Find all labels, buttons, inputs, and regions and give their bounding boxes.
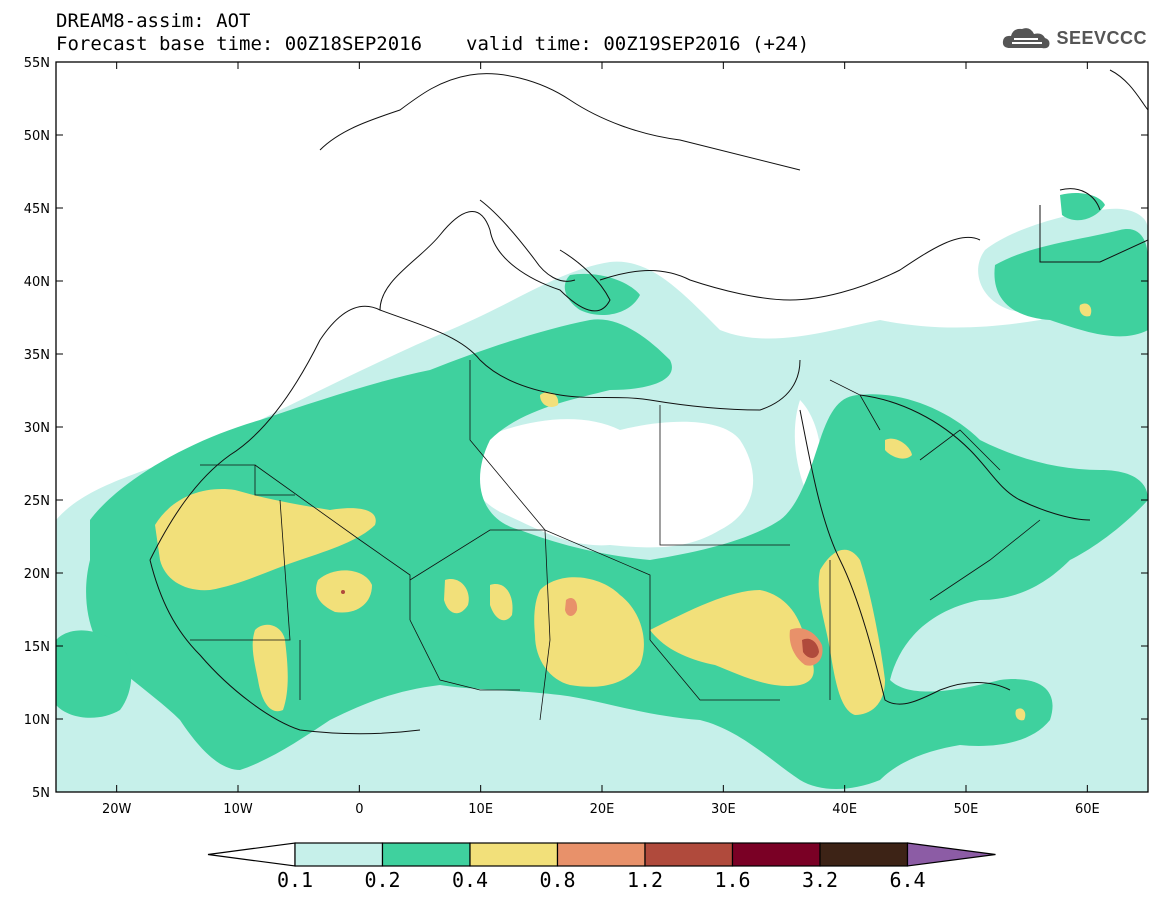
colorbar-level-label: 0.8 <box>539 868 575 892</box>
longitude-axis: 20W 10W 0 10E 20E 30E 40E 50E 60E <box>102 62 1100 817</box>
colorbar-segment <box>469 842 559 867</box>
lat-tick-label: 15N <box>24 640 50 655</box>
cloud-icon <box>1003 28 1050 49</box>
colorbar-level-label: 6.4 <box>889 868 925 892</box>
lat-tick-label: 5N <box>32 786 50 801</box>
colorbar-high-arrow <box>906 842 996 867</box>
lon-tick-label: 40E <box>832 802 857 817</box>
aot-colorbar: 0.1 0.2 0.4 0.8 1.2 1.6 3.2 6.4 <box>207 842 996 892</box>
colorbar-segment <box>294 842 384 867</box>
colorbar-segment <box>731 842 821 867</box>
lat-tick-label: 25N <box>24 494 50 509</box>
logo-text: SEEVCCC <box>1056 27 1147 48</box>
aot-band-1-2 <box>802 638 819 658</box>
lat-tick-label: 30N <box>24 421 50 436</box>
colorbar-segment <box>556 842 646 867</box>
lat-tick-label: 50N <box>24 129 50 144</box>
lat-tick-label: 20N <box>24 567 50 582</box>
colorbar-segment <box>819 842 909 867</box>
colorbar-level-label: 0.2 <box>364 868 400 892</box>
colorbar-level-label: 1.6 <box>714 868 750 892</box>
lon-tick-label: 0 <box>355 802 363 817</box>
seevccc-logo: SEEVCCC <box>1000 24 1147 52</box>
map-title: DREAM8-assim: AOT <box>56 10 251 32</box>
colorbar-level-label: 1.2 <box>627 868 663 892</box>
lon-tick-label: 20E <box>590 802 615 817</box>
lat-tick-label: 35N <box>24 348 50 363</box>
country-borders <box>190 360 1041 721</box>
lat-tick-label: 10N <box>24 713 50 728</box>
colorbar-segment <box>644 842 734 867</box>
valid-time: valid time: 00Z19SEP2016 (+24) <box>466 33 810 55</box>
lat-tick-label: 45N <box>24 202 50 217</box>
aot-field <box>56 69 1148 792</box>
lon-tick-label: 10E <box>468 802 493 817</box>
lat-tick-label: 40N <box>24 275 50 290</box>
aot-hotspot <box>341 590 345 594</box>
colorbar-level-label: 3.2 <box>802 868 838 892</box>
colorbar-level-label: 0.1 <box>277 868 313 892</box>
lon-tick-label: 60E <box>1075 802 1100 817</box>
lon-tick-label: 30E <box>711 802 736 817</box>
colorbar-level-label: 0.4 <box>452 868 488 892</box>
latitude-axis: 55N 50N 45N 40N 35N 30N 25N 20N 15N 10N 5N <box>24 56 1148 801</box>
lat-tick-label: 55N <box>24 56 50 71</box>
time-info: Forecast base time: 00Z18SEP2016 valid ti… <box>56 33 809 55</box>
lon-tick-label: 10W <box>223 802 253 817</box>
lon-tick-label: 20W <box>102 802 132 817</box>
lon-tick-label: 50E <box>954 802 979 817</box>
coastlines <box>149 69 1148 735</box>
base-time: Forecast base time: 00Z18SEP2016 <box>56 33 423 55</box>
colorbar-segment <box>381 842 471 867</box>
colorbar-low-arrow <box>207 842 296 867</box>
